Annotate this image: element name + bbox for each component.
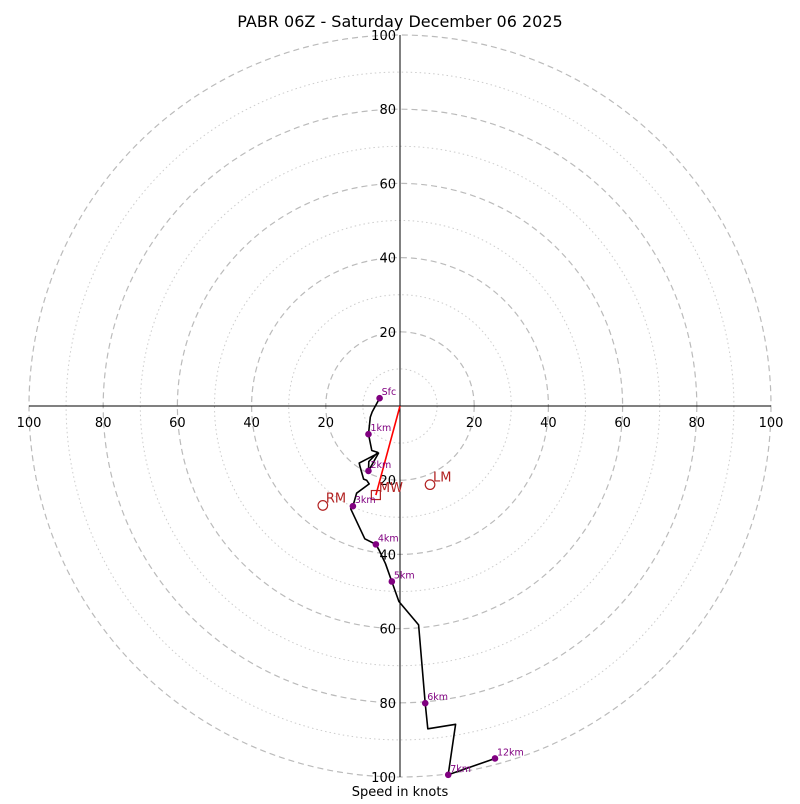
x-tick-label: 100 <box>759 416 784 431</box>
mw-label: MW <box>379 481 403 496</box>
lm-label: LM <box>433 471 451 486</box>
height-marker-2km <box>365 467 372 475</box>
x-tick-label: 100 <box>17 416 42 431</box>
mw-marker <box>370 489 381 501</box>
x-axis-label: Speed in knots <box>352 785 449 800</box>
height-marker-4km <box>372 541 380 548</box>
height-markers: Sfc 1km 2km 3km 4km 5km 6km 7km 12km <box>349 387 524 779</box>
x-tick-label: 20 <box>318 416 335 431</box>
storm-motion-markers: RM LM MW <box>317 471 452 511</box>
height-label-sfc: Sfc <box>382 387 397 398</box>
height-marker-sfc <box>376 394 383 402</box>
y-tick-label: 60 <box>379 623 396 638</box>
chart-title: PABR 06Z - Saturday December 06 2025 <box>237 12 562 31</box>
y-tick-label: 80 <box>379 103 396 118</box>
height-marker-3km <box>349 502 357 510</box>
x-tick-label: 60 <box>169 416 186 431</box>
height-label-7km: 7km <box>450 764 471 775</box>
y-tick-label: 80 <box>379 697 396 712</box>
height-label-5km: 5km <box>394 570 415 581</box>
rm-label: RM <box>326 491 346 506</box>
height-label-12km: 12km <box>497 747 524 758</box>
y-tick-label: 40 <box>379 252 396 267</box>
height-label-1km: 1km <box>370 423 391 434</box>
tick-labels: 100 80 60 40 20 20 40 60 80 100100806040202040608… <box>17 29 784 786</box>
y-tick-label: 100 <box>371 29 396 44</box>
height-marker-7km <box>444 771 452 779</box>
x-tick-label: 20 <box>466 416 483 431</box>
x-tick-label: 60 <box>614 416 631 431</box>
height-label-4km: 4km <box>378 533 399 544</box>
height-marker-1km <box>365 430 372 438</box>
x-tick-label: 40 <box>243 416 260 431</box>
height-label-3km: 3km <box>355 495 376 506</box>
y-tick-label: 20 <box>379 326 396 341</box>
height-label-2km: 2km <box>370 460 391 471</box>
height-marker-12km <box>491 755 499 762</box>
height-label-6km: 6km <box>427 692 448 703</box>
lm-marker <box>424 479 436 491</box>
x-tick-label: 80 <box>689 416 706 431</box>
hodograph-line <box>349 397 496 776</box>
height-marker-6km <box>421 699 429 707</box>
shear-vector-line <box>375 405 401 496</box>
x-tick-label: 40 <box>540 416 557 431</box>
hodograph-trace <box>349 397 496 776</box>
rm-marker <box>317 500 329 511</box>
y-tick-label: 60 <box>379 177 396 192</box>
y-tick-label: 100 <box>371 771 396 786</box>
height-marker-5km <box>388 578 396 585</box>
x-tick-label: 80 <box>95 416 112 431</box>
y-tick-label: 20 <box>379 474 396 489</box>
